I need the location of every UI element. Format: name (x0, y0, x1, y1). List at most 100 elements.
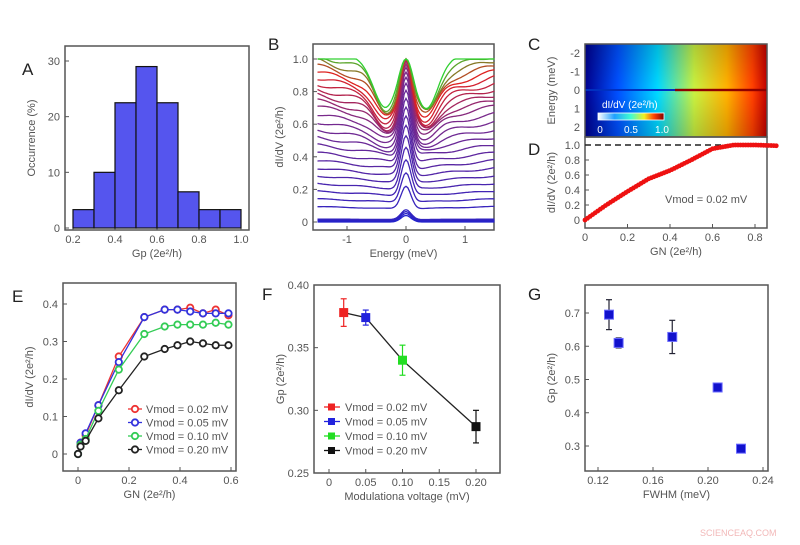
y-tick-label: 0.6 (293, 119, 308, 131)
histogram-bar (114, 102, 137, 229)
y-tick-label: 1.0 (565, 140, 580, 152)
y-tick-label: 0 (574, 215, 580, 227)
histogram-bar (72, 209, 95, 229)
data-point (140, 313, 149, 322)
x-tick-label: 0.6 (223, 475, 238, 487)
data-point (160, 322, 169, 331)
panel-f: 0 0.05 0.10 0.15 0.20 0.25 0.30 0.35 0.40 Modulat… (275, 280, 501, 503)
colorbar (597, 112, 665, 121)
y-tick-label: 0.2 (43, 374, 58, 386)
data-point (198, 320, 208, 329)
data-point (736, 443, 746, 454)
x-tick-label: 0.6 (705, 232, 720, 244)
annotation-vmod: Vmod = 0.02 mV (665, 194, 748, 206)
y-axis-label: Gp (2e²/h) (275, 354, 287, 404)
legend-marker (130, 404, 140, 414)
spectrum-curve (317, 114, 495, 170)
y-tick-label: 0.6 (565, 341, 580, 353)
histogram-bar (135, 65, 158, 229)
panel-e: 0 0.2 0.4 0.6 0 0.1 0.2 0.3 0.4 GN (2e²/h) dI/dV (… (24, 282, 239, 501)
x-tick-label: 0.05 (355, 477, 376, 489)
y-tick-label: 20 (48, 112, 60, 124)
histogram-bar (93, 171, 116, 229)
panel-b: -1 0 1 0 0.2 0.4 0.6 0.8 1.0 Energy (meV) dI/dV (2… (274, 43, 495, 260)
data-point (613, 337, 624, 348)
y-tick-label: 1.0 (293, 54, 308, 66)
series-line (343, 311, 477, 428)
data-point (361, 313, 371, 323)
y-tick-label: 1 (574, 104, 580, 116)
data-point (773, 143, 779, 149)
data-point (224, 341, 233, 350)
y-tick-label: 0.8 (293, 87, 308, 99)
y-tick-label: -2 (570, 48, 580, 60)
panel-g: 0.12 0.16 0.20 0.24 0.3 0.4 0.5 0.6 0.7 FWHM (meV… (546, 284, 774, 501)
x-tick-label: 0.8 (747, 232, 762, 244)
y-axis-label: dI/dV (2e²/h) (24, 346, 36, 407)
spectrum-curve (317, 58, 495, 110)
axes-frame (584, 284, 769, 472)
spectrum-curve (317, 88, 495, 153)
axes-frame (313, 284, 501, 474)
colorbar-tick: 0 (597, 125, 603, 136)
x-tick-label: 0.4 (662, 232, 677, 244)
x-axis-label: Modulationa voltage (mV) (344, 491, 469, 503)
y-tick-label: 0.5 (565, 375, 580, 387)
spectrum-curve (317, 214, 495, 223)
y-tick-label: 0.7 (565, 308, 580, 320)
data-point (173, 305, 182, 314)
data-point (211, 318, 220, 327)
spectrum-curve (317, 146, 495, 190)
data-point (198, 309, 208, 318)
data-point (73, 449, 83, 459)
x-axis-label: Energy (meV) (370, 248, 438, 260)
data-point (114, 358, 123, 367)
y-tick-label: 0.30 (288, 405, 309, 417)
data-point (81, 436, 90, 445)
data-point (712, 382, 723, 393)
legend-entry: Vmod = 0.20 mV (146, 445, 229, 457)
data-point (173, 341, 182, 350)
legend-marker (130, 431, 140, 441)
x-tick-label: 0.12 (587, 475, 608, 487)
spectrum-curve (317, 185, 495, 210)
data-point (160, 305, 169, 314)
x-axis-label: GN (2e²/h) (124, 489, 176, 501)
spectrum-curve (317, 105, 495, 162)
data-point (186, 337, 195, 346)
spectrum-curve (317, 210, 495, 221)
x-tick-label: -1 (342, 234, 352, 246)
data-point (471, 422, 481, 432)
y-tick-label: 0 (54, 223, 60, 235)
y-tick-label: 0 (302, 217, 308, 229)
panel-label-g: G (528, 285, 541, 304)
x-tick-label: 0.6 (149, 234, 164, 246)
colorbar-label: dI/dV (2e²/h) (602, 100, 658, 111)
data-point (339, 308, 349, 318)
y-tick-label: 30 (48, 56, 60, 68)
axes-frame (312, 43, 495, 231)
x-tick-label: 0 (403, 234, 409, 246)
y-tick-label: 0.2 (293, 184, 308, 196)
spectrum-curve (317, 209, 495, 221)
x-tick-label: 0.24 (752, 475, 773, 487)
legend-entry: Vmod = 0.05 mV (345, 417, 428, 429)
spectrum-curve (317, 124, 495, 177)
spectrum-curve (317, 96, 495, 156)
heatmap-zero-line-low (585, 89, 675, 91)
spectrum-curve (317, 212, 495, 222)
histogram-bar (198, 209, 221, 229)
data-point (398, 355, 407, 365)
data-point (140, 352, 149, 361)
y-tick-label: 0.8 (565, 155, 580, 167)
legend-marker (328, 447, 335, 454)
x-axis-label: FWHM (meV) (643, 489, 710, 501)
y-tick-label: 0.1 (43, 412, 58, 424)
legend-marker (130, 445, 140, 454)
spectrum-curve (317, 134, 495, 183)
axes-frame (584, 136, 768, 229)
watermark: SCIENCEAQ.COM (700, 528, 777, 538)
data-point (224, 309, 233, 318)
spectrum-curve (317, 171, 495, 203)
